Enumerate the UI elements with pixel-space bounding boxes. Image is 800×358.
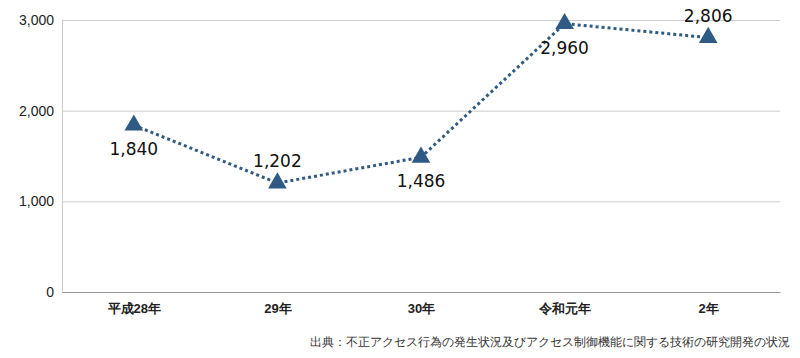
x-tick: 30年 — [408, 292, 435, 316]
y-tick: 0 — [46, 284, 780, 300]
grid-line — [62, 201, 780, 202]
data-label: 1,840 — [109, 139, 158, 159]
data-label: 2,806 — [684, 6, 733, 26]
marker — [699, 27, 718, 43]
y-tick-label: 1,000 — [19, 193, 54, 209]
x-axis-line — [63, 292, 781, 293]
grid-line — [62, 292, 780, 293]
data-label: 1,202 — [253, 151, 302, 171]
plot: 01,0002,0003,000平成28年29年30年令和元年2年1,8401,… — [19, 6, 781, 317]
x-tick-label: 平成28年 — [107, 301, 161, 316]
x-axis: 平成28年 29年 30年 令和元年 2年 — [63, 292, 781, 316]
x-tick: 29年 — [264, 292, 291, 316]
y-axis: 0 1,000 2,000 3,000 — [19, 12, 780, 300]
data-label: 2,960 — [540, 38, 589, 58]
grid-line — [62, 111, 780, 112]
marker — [268, 172, 287, 188]
source-note: 出典：不正アクセス行為の発生状況及びアクセス制御機能に関する技術の研究開発の状況 — [310, 335, 790, 349]
y-tick-label: 3,000 — [19, 12, 54, 28]
x-tick: 2年 — [699, 292, 719, 316]
x-tick: 平成28年 — [107, 292, 161, 316]
x-tick-label: 30年 — [408, 301, 435, 316]
marker — [124, 114, 143, 130]
y-tick: 3,000 — [19, 12, 780, 28]
y-tick: 1,000 — [19, 193, 780, 209]
x-tick-label: 29年 — [264, 301, 291, 316]
x-tick-label: 令和元年 — [538, 301, 591, 316]
marker — [412, 147, 431, 163]
data-labels: 1,840 1,202 1,486 2,960 2,806 — [109, 6, 732, 192]
line — [134, 24, 708, 183]
data-label: 1,486 — [397, 171, 446, 191]
series — [124, 13, 717, 189]
x-tick-label: 2年 — [699, 301, 719, 316]
y-tick-label: 2,000 — [19, 103, 54, 119]
x-tick: 令和元年 — [538, 292, 591, 316]
marker — [555, 13, 574, 29]
y-tick-label: 0 — [46, 284, 54, 300]
y-axis-line — [63, 21, 781, 293]
grid-line — [62, 20, 780, 21]
